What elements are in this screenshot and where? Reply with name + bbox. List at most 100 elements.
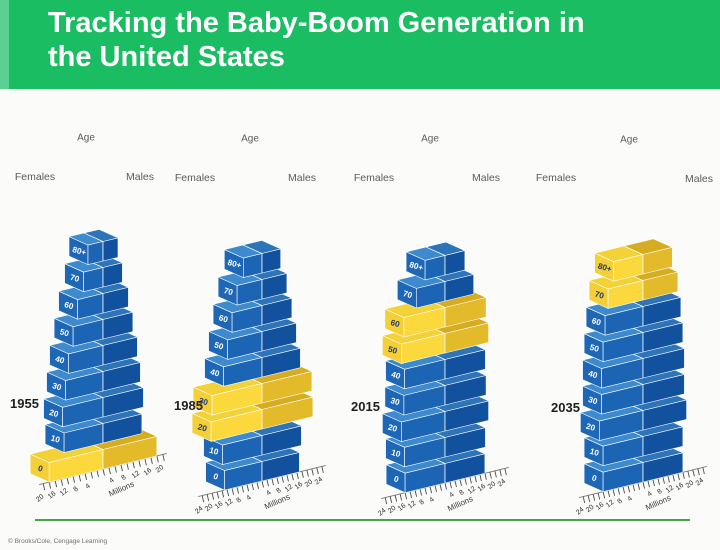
svg-text:10: 10 [50, 433, 62, 444]
svg-text:12: 12 [665, 484, 676, 494]
svg-text:16: 16 [214, 500, 225, 510]
credit-line: © Brooks/Cole, Cengage Learning [8, 538, 108, 545]
svg-text:4: 4 [448, 491, 455, 499]
svg-text:16: 16 [47, 490, 58, 500]
svg-text:10: 10 [390, 448, 402, 459]
svg-text:60: 60 [63, 300, 75, 311]
svg-text:24: 24 [497, 478, 508, 488]
svg-text:4: 4 [245, 494, 252, 502]
svg-text:8: 8 [120, 474, 127, 482]
svg-text:24: 24 [575, 506, 586, 516]
svg-text:20: 20 [304, 478, 315, 488]
svg-text:16: 16 [294, 481, 305, 491]
females-label-1985: Females [174, 172, 216, 184]
svg-text:70: 70 [223, 286, 235, 297]
svg-text:0: 0 [37, 464, 44, 474]
svg-text:0: 0 [393, 474, 400, 484]
svg-text:4: 4 [626, 495, 633, 503]
svg-text:12: 12 [284, 483, 295, 493]
pyramid-2015: 0 10 20 30 40 50 60 70 80+ 24 20 16 12 8 4 4 8 12 16 20 24 Mi… [337, 215, 553, 550]
svg-text:20: 20 [585, 504, 596, 514]
svg-text:24: 24 [377, 507, 388, 517]
svg-text:20: 20 [155, 464, 166, 474]
svg-text:16: 16 [397, 502, 408, 512]
header-banner: Tracking the Baby-Boom Generation in the… [0, 0, 720, 89]
svg-text:50: 50 [59, 327, 71, 338]
svg-text:16: 16 [143, 467, 154, 477]
svg-text:30: 30 [389, 396, 401, 407]
age-axis-label-2035: Age [620, 134, 638, 146]
slide-title-line2: the United States [48, 41, 285, 73]
svg-text:10: 10 [589, 447, 601, 458]
svg-text:70: 70 [594, 290, 606, 301]
slide-title: Tracking the Baby-Boom Generation in the… [48, 6, 688, 74]
svg-text:16: 16 [595, 501, 606, 511]
year-label-2035: 2035 [551, 400, 580, 415]
svg-text:4: 4 [646, 490, 653, 498]
svg-text:50: 50 [387, 345, 399, 356]
males-label-2015: Males [471, 172, 501, 184]
svg-text:12: 12 [131, 470, 142, 480]
slide-title-line1: Tracking the Baby-Boom Generation in [48, 7, 585, 39]
svg-text:80+: 80+ [71, 245, 87, 258]
males-label-2035: Males [684, 173, 714, 185]
svg-text:60: 60 [591, 316, 603, 327]
svg-text:40: 40 [54, 354, 66, 365]
svg-text:80+: 80+ [597, 262, 613, 275]
svg-text:30: 30 [198, 396, 210, 407]
header-accent-strip [0, 0, 9, 89]
age-axis-label-1985: Age [241, 133, 259, 145]
svg-text:50: 50 [589, 343, 601, 354]
pyramid-1955: 0 10 20 30 40 50 60 70 80+ 20 16 12 8 4 4 8 12 16 20 Millio… [0, 201, 211, 536]
footer-underline [35, 519, 690, 521]
svg-text:12: 12 [605, 499, 616, 509]
svg-text:20: 20 [387, 505, 398, 515]
females-label-2035: Females [535, 172, 577, 184]
svg-text:30: 30 [587, 395, 599, 406]
svg-text:4: 4 [84, 483, 91, 491]
svg-text:12: 12 [59, 487, 70, 497]
year-label-2015: 2015 [351, 399, 380, 414]
svg-text:20: 20 [204, 503, 215, 513]
svg-text:20: 20 [487, 480, 498, 490]
svg-text:12: 12 [407, 500, 418, 510]
svg-text:12: 12 [224, 498, 235, 508]
svg-text:24: 24 [314, 476, 325, 486]
svg-text:4: 4 [265, 489, 272, 497]
females-label-1955: Females [14, 171, 56, 183]
svg-text:24: 24 [194, 505, 205, 515]
pyramid-2035: 0 10 20 30 40 50 60 70 80+ 24 20 16 12 8 4 4 8 12 16 20 24 Mi… [535, 214, 720, 549]
svg-text:40: 40 [209, 367, 221, 378]
svg-text:16: 16 [675, 482, 686, 492]
year-label-1955: 1955 [10, 396, 39, 411]
svg-text:4: 4 [428, 496, 435, 504]
svg-text:20: 20 [35, 493, 46, 503]
svg-text:8: 8 [72, 486, 79, 494]
svg-text:20: 20 [585, 422, 597, 433]
svg-text:50: 50 [213, 340, 225, 351]
svg-text:20: 20 [387, 423, 399, 434]
year-label-1985: 1985 [174, 398, 203, 413]
svg-text:80+: 80+ [227, 258, 243, 271]
chart-area: 0 10 20 30 40 50 60 70 80+ 20 16 12 8 4 4 8 12 16 20 Millio… [0, 89, 720, 546]
svg-text:40: 40 [587, 369, 599, 380]
svg-text:8: 8 [616, 498, 623, 506]
svg-text:20: 20 [197, 422, 209, 433]
svg-text:10: 10 [208, 446, 220, 457]
age-axis-label-2015: Age [421, 133, 439, 145]
females-label-2015: Females [353, 172, 395, 184]
svg-text:20: 20 [48, 408, 60, 419]
svg-text:24: 24 [695, 477, 706, 487]
svg-text:8: 8 [656, 488, 663, 496]
svg-text:12: 12 [467, 485, 478, 495]
svg-text:0: 0 [591, 473, 598, 483]
pyramid-1985: 0 10 20 30 40 50 60 70 80+ 24 20 16 12 8 4 4 8 12 16 20 24 Mi… [154, 213, 370, 548]
age-axis-label-1955: Age [77, 132, 95, 144]
svg-text:8: 8 [235, 497, 242, 505]
svg-text:8: 8 [458, 489, 465, 497]
